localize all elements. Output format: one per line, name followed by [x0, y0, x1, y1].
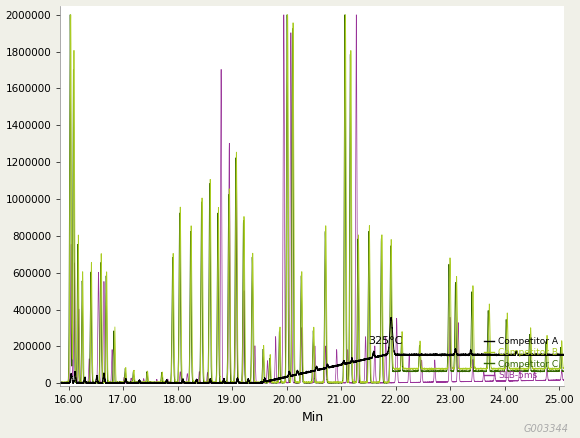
Text: 325°C: 325°C [368, 336, 403, 346]
X-axis label: Min: Min [302, 411, 324, 424]
Legend: Competitor A, Competitor B, Competitor C, SLB-5ms: Competitor A, Competitor B, Competitor C… [480, 333, 562, 383]
Text: G003344: G003344 [523, 424, 568, 434]
